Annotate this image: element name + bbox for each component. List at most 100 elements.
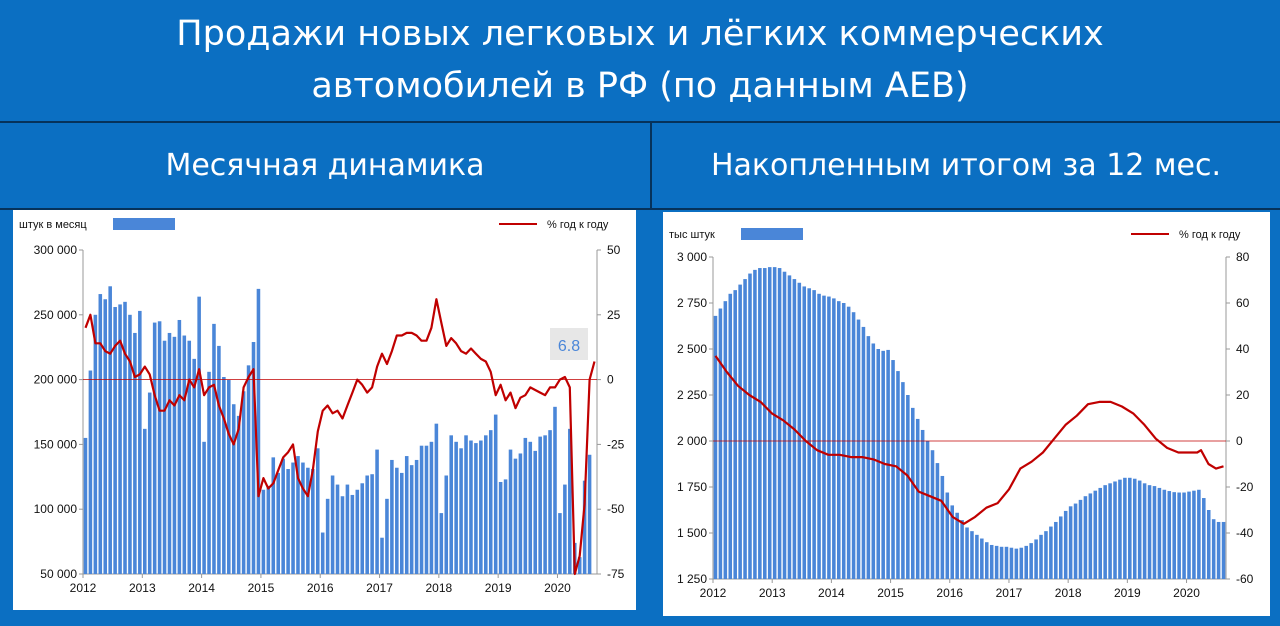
c1-bar	[767, 267, 772, 579]
c1-left-tick-label: 2 750	[677, 296, 707, 310]
c1-bar	[1103, 485, 1107, 579]
right-subtitle: Накопленным итогом за 12 мес.	[710, 148, 1222, 183]
c1-x-tick-label: 2020	[1173, 586, 1200, 600]
c0-bar	[335, 484, 340, 574]
c0-left-tick-label: 150 000	[34, 437, 78, 451]
c1-bar	[748, 273, 752, 579]
c0-bar	[138, 310, 142, 574]
c0-bar	[345, 484, 350, 574]
c0-right-tick-label: -25	[607, 437, 625, 451]
c1-bar	[753, 269, 757, 579]
c0-bar	[147, 392, 152, 574]
c1-bar	[782, 271, 787, 579]
c0-bar	[454, 441, 458, 574]
c0-right-tick-label: 0	[607, 373, 614, 387]
c1-bar	[965, 527, 969, 579]
c1-right-tick-label: -20	[1236, 480, 1254, 494]
c0-bar	[231, 404, 236, 574]
c0-bar	[469, 440, 473, 574]
c1-bar	[999, 546, 1004, 579]
c1-left-tick-label: 1 750	[677, 480, 707, 494]
c0-bar	[227, 379, 231, 574]
c0-bar	[543, 435, 547, 574]
c1-bar	[738, 284, 742, 579]
c1-bar	[925, 441, 930, 579]
cumulative-chart: 3 000 2 750 2 500 2 250 2 000 1 750 1 500 1 250…	[669, 228, 1254, 600]
c0-bar	[167, 332, 172, 574]
c0-bar	[449, 435, 453, 574]
c0-bar	[503, 479, 508, 574]
c1-x-tick-label: 2018	[1055, 586, 1082, 600]
c0-bar	[187, 340, 192, 574]
c0-bar	[563, 484, 567, 574]
c0-left-tick-label: 250 000	[34, 308, 78, 322]
c1-right-tick-label: -40	[1236, 526, 1254, 540]
c0-bar	[558, 513, 562, 574]
c0-bar	[429, 441, 434, 574]
c0-bar	[192, 358, 196, 574]
c1-bar	[1063, 510, 1068, 579]
c1-bar	[1108, 483, 1112, 579]
c1-x-tick-label: 2012	[700, 586, 727, 600]
c0-bar	[301, 462, 305, 574]
c0-bar	[241, 391, 246, 574]
c1-bar	[970, 531, 974, 579]
c0-bar	[108, 286, 112, 574]
c1-bar	[763, 268, 767, 579]
c0-right-tick-label: 50	[607, 243, 621, 257]
c1-bar	[1172, 492, 1176, 579]
c1-bar	[1034, 539, 1038, 579]
c1-bar	[950, 505, 955, 579]
c1-bar	[837, 301, 841, 579]
c1-bar	[718, 308, 723, 579]
c0-bar	[488, 430, 493, 574]
c0-bar	[118, 304, 122, 574]
c1-right-tick-label: 60	[1236, 296, 1250, 310]
c0-bar	[587, 454, 592, 574]
c0-bar	[172, 336, 177, 574]
title-line-1: Продажи новых легковых и лёгких коммерче…	[176, 14, 1104, 54]
c1-bar	[1098, 487, 1102, 579]
c1-bar	[1113, 481, 1117, 579]
c0-bar	[513, 458, 518, 574]
c1-bar	[1137, 480, 1142, 579]
c1-bar	[1216, 521, 1221, 579]
c1-yoy-line	[714, 355, 1224, 525]
c1-bar	[1039, 534, 1043, 579]
c0-legend-bar-swatch	[113, 218, 175, 230]
c0-bar	[404, 456, 409, 574]
c0-bar	[518, 453, 523, 574]
c0-left-tick-label: 200 000	[34, 373, 78, 387]
c0-bar	[439, 513, 444, 574]
c0-bar	[266, 485, 271, 574]
monthly-chart-panel: 300 000 250 000 200 000 150 000 100 000 50 00…	[13, 210, 636, 610]
c1-bar	[1123, 477, 1127, 579]
c1-bar	[1182, 492, 1186, 579]
c0-bar	[291, 462, 295, 574]
c0-callout-value: 6.8	[558, 338, 580, 355]
c0-bar	[409, 465, 414, 574]
c1-bar	[832, 298, 836, 579]
subtitle-divider	[650, 121, 652, 210]
c1-bar	[822, 295, 826, 579]
c0-bar	[276, 472, 281, 574]
c0-bar	[355, 489, 360, 574]
c0-bar	[375, 449, 379, 574]
c1-left-tick-label: 1 250	[677, 572, 707, 586]
c0-bar	[577, 557, 582, 574]
c1-bar	[787, 275, 792, 579]
c0-bar	[320, 532, 325, 574]
c1-bar	[1162, 489, 1167, 579]
c0-bar	[306, 467, 310, 574]
c0-bar	[385, 498, 389, 574]
c0-bar	[157, 321, 162, 574]
c1-x-tick-label: 2014	[818, 586, 845, 600]
c1-bar	[1197, 489, 1201, 579]
c1-bar	[797, 282, 802, 579]
c1-bar	[1009, 547, 1014, 579]
c1-bar	[1147, 485, 1152, 579]
c0-right-tick-label: 25	[607, 308, 621, 322]
c0-bar	[296, 456, 300, 574]
c0-bar	[434, 423, 439, 574]
c1-bar	[1118, 479, 1122, 579]
